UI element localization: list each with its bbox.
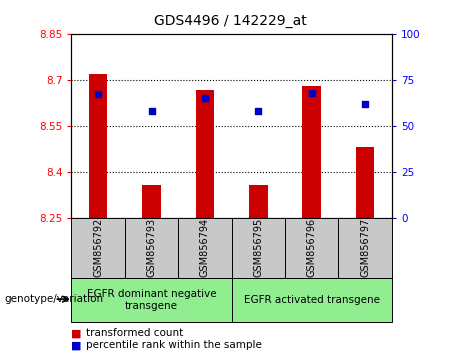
Bar — [285, 218, 338, 278]
Bar — [249, 185, 268, 218]
Text: GSM856796: GSM856796 — [307, 218, 317, 278]
Point — [201, 95, 209, 101]
Bar — [178, 218, 231, 278]
Bar — [71, 218, 125, 278]
Text: ■: ■ — [71, 329, 82, 338]
Bar — [125, 218, 178, 278]
Point — [308, 90, 315, 95]
Bar — [231, 278, 392, 322]
Text: GSM856794: GSM856794 — [200, 218, 210, 278]
Bar — [71, 278, 231, 322]
Point — [361, 101, 369, 107]
Text: EGFR activated transgene: EGFR activated transgene — [244, 295, 380, 305]
Bar — [356, 147, 374, 218]
Bar — [142, 185, 161, 218]
Point — [148, 108, 155, 114]
Text: GSM856792: GSM856792 — [93, 218, 103, 278]
Text: percentile rank within the sample: percentile rank within the sample — [86, 340, 262, 350]
Text: GSM856797: GSM856797 — [360, 218, 370, 278]
Bar — [231, 218, 285, 278]
Text: EGFR dominant negative
transgene: EGFR dominant negative transgene — [87, 289, 216, 311]
Text: GSM856793: GSM856793 — [147, 218, 157, 278]
Bar — [338, 218, 392, 278]
Text: GSM856795: GSM856795 — [254, 218, 263, 278]
Bar — [89, 74, 107, 218]
Bar — [195, 90, 214, 218]
Text: GDS4496 / 142229_at: GDS4496 / 142229_at — [154, 14, 307, 28]
Text: genotype/variation: genotype/variation — [5, 294, 104, 304]
Point — [254, 108, 262, 114]
Point — [95, 92, 102, 97]
Text: transformed count: transformed count — [86, 329, 183, 338]
Text: ■: ■ — [71, 340, 82, 350]
Bar — [302, 86, 321, 218]
